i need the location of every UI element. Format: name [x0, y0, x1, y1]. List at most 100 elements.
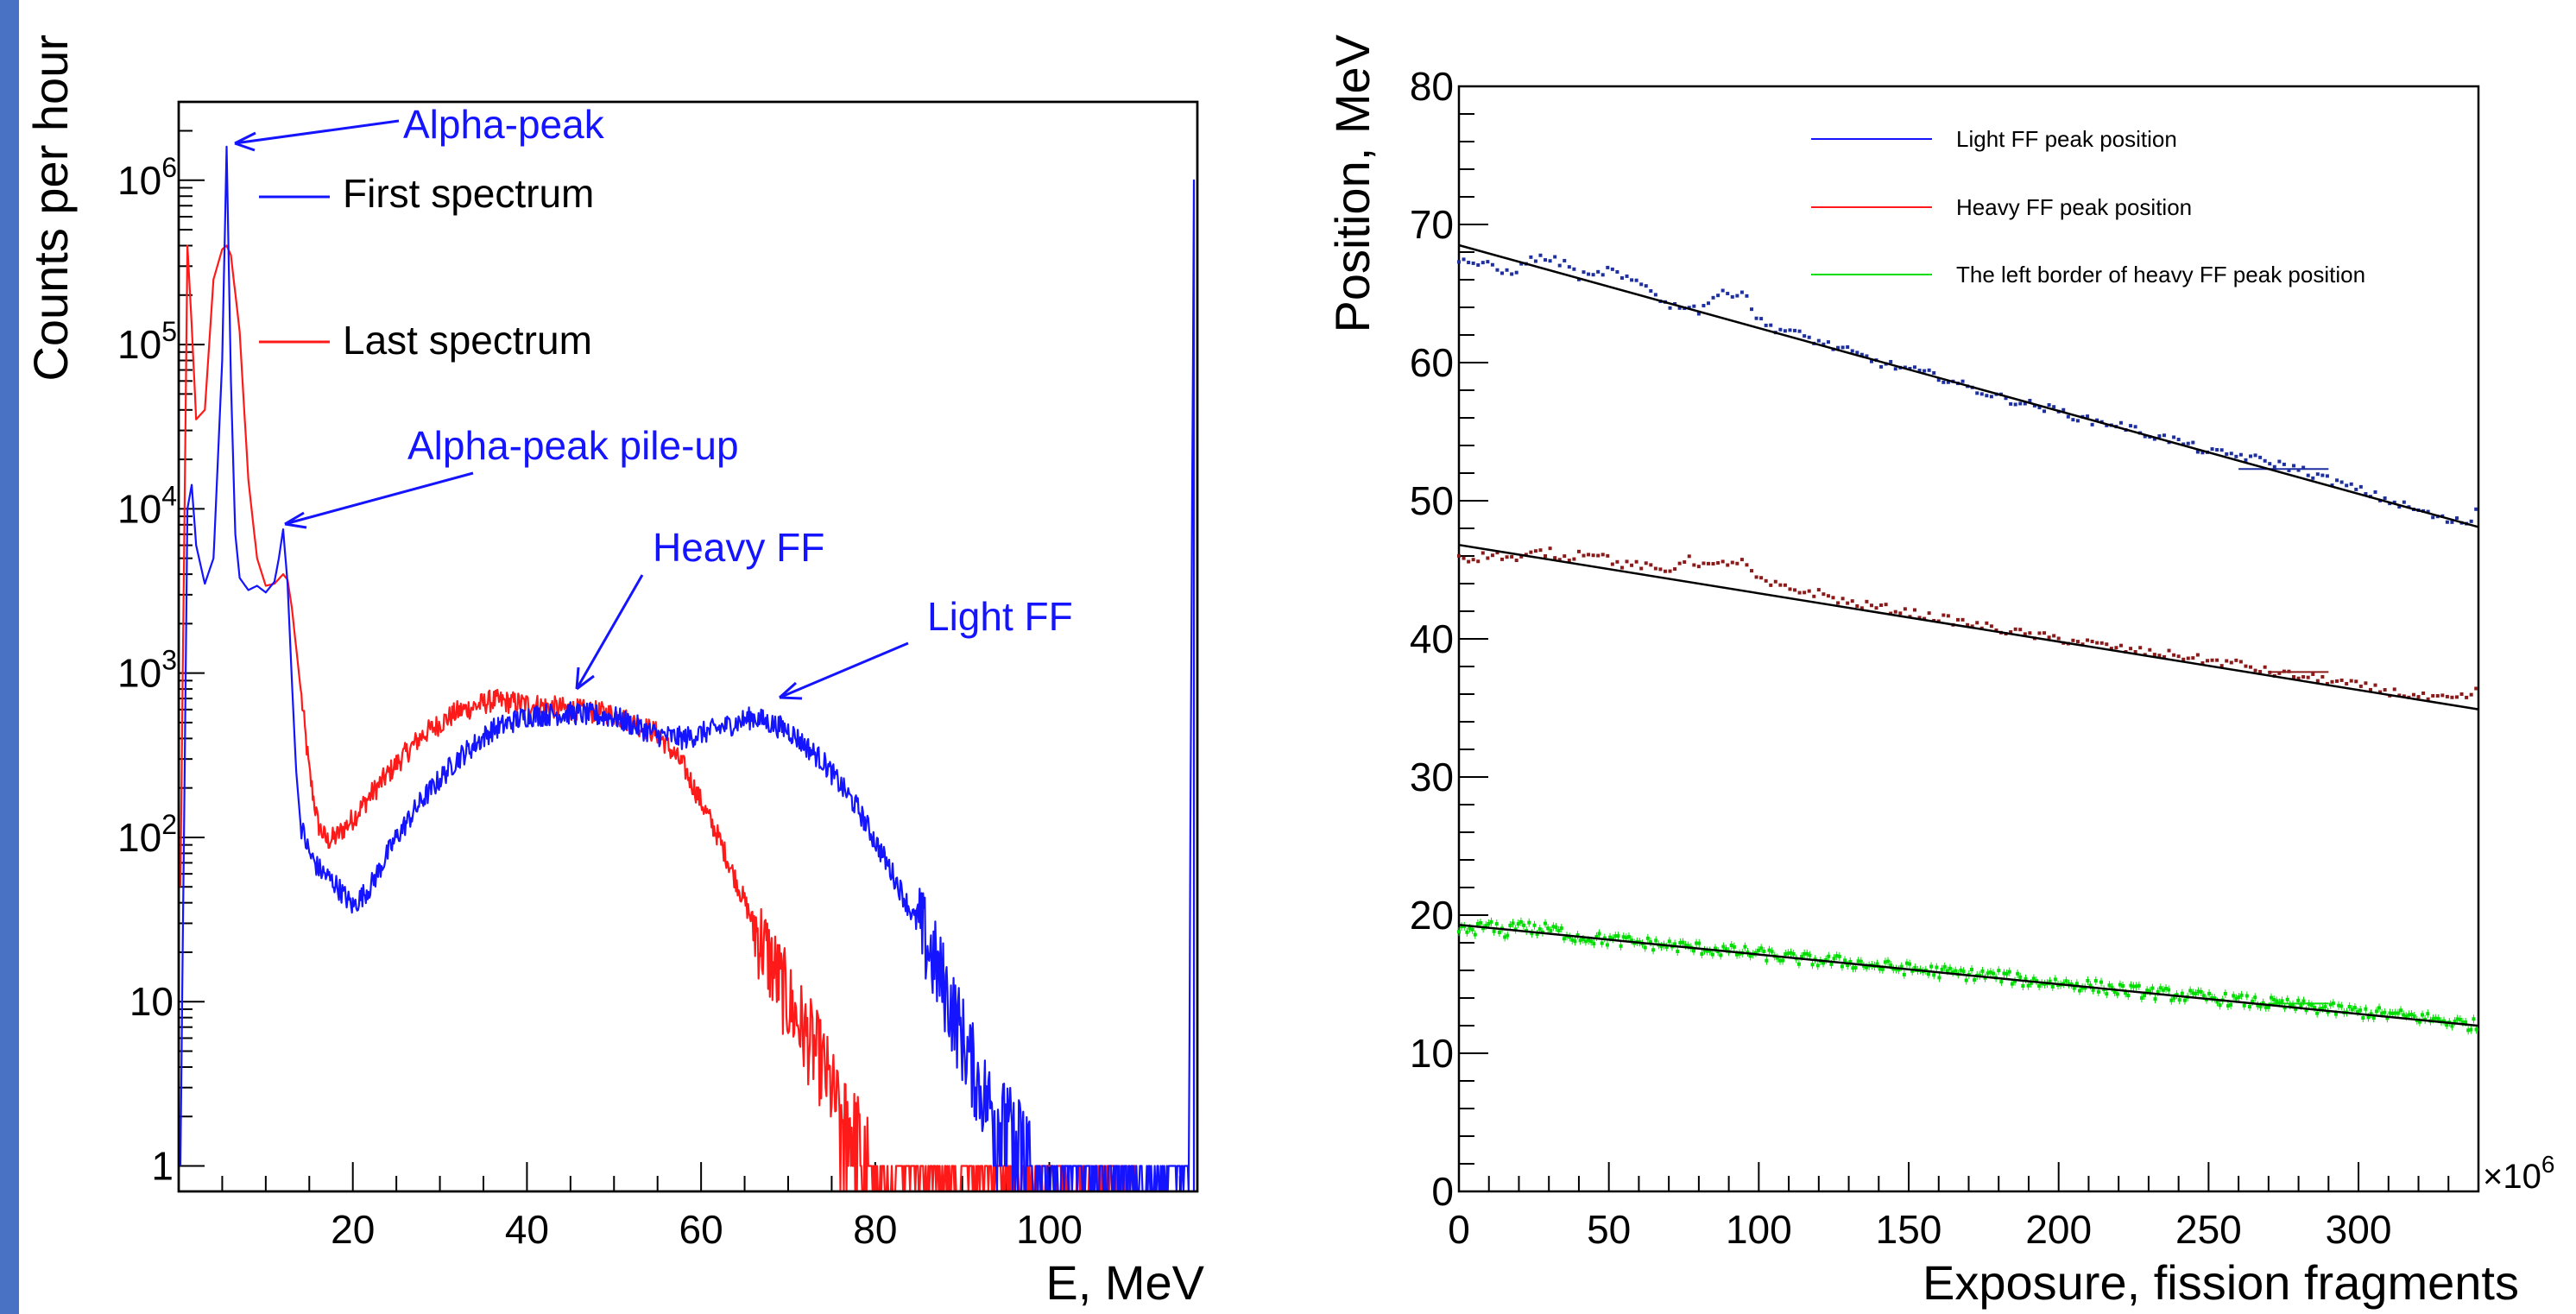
data-point-light-ff: [2397, 505, 2402, 509]
data-point-light-ff: [2277, 459, 2282, 464]
data-point-light-ff: [2392, 500, 2396, 504]
data-point-heavy-ff: [1481, 551, 1485, 555]
data-point-light-ff: [2311, 476, 2315, 480]
data-point-heavy-ff: [1563, 554, 1567, 559]
data-point-light-ff: [1639, 282, 1644, 287]
data-point-light-ff: [2249, 454, 2253, 458]
right-y-tick-label: 0: [1431, 1169, 1454, 1214]
data-point-light-ff: [1553, 255, 1557, 259]
data-point-light-ff: [2292, 464, 2296, 468]
data-point-light-ff: [1481, 261, 1485, 265]
right-y-axis-label: Position, MeV: [1325, 34, 1380, 332]
data-point-light-ff: [2315, 472, 2320, 477]
annotation-alpha-peak-pileup-arrowhead: [284, 511, 307, 529]
data-point-heavy-ff: [1596, 553, 1601, 558]
data-point-heavy-ff: [2023, 632, 2027, 636]
data-point-light-ff: [2258, 455, 2263, 459]
data-point-heavy-ff: [1606, 553, 1610, 558]
data-point-heavy-ff: [1553, 556, 1557, 560]
data-point-light-ff: [2253, 453, 2257, 458]
data-point-light-ff: [1557, 263, 1562, 268]
data-point-heavy-ff: [1955, 617, 1960, 622]
left-chart: E, MeV Counts per hour First spectrum La…: [23, 35, 1205, 1310]
data-point-heavy-ff: [2238, 660, 2243, 664]
data-point-heavy-ff: [1677, 561, 1682, 565]
data-point-heavy-ff: [1816, 588, 1821, 592]
data-point-heavy-ff: [1711, 561, 1715, 565]
data-point-light-ff: [1471, 261, 1475, 265]
data-point-light-ff: [1946, 380, 1950, 384]
left-y-tick-base: 10: [117, 158, 161, 203]
data-point-light-ff: [1927, 368, 1931, 372]
data-point-light-ff: [1960, 379, 1965, 383]
data-point-heavy-ff: [2181, 657, 2186, 661]
data-point-light-ff: [1467, 261, 1471, 265]
right-x-multiplier-base: ×10: [2483, 1158, 2541, 1196]
data-point-heavy-ff: [1567, 559, 1571, 563]
data-point-heavy-ff: [2244, 664, 2248, 668]
data-point-heavy-ff: [2349, 679, 2353, 683]
annotation-alpha-peak-pileup-arrow: [284, 471, 474, 526]
data-point-light-ff: [2028, 398, 2032, 402]
data-point-heavy-ff: [1793, 588, 1797, 592]
data-point-light-ff: [2296, 468, 2301, 472]
data-point-heavy-ff: [2225, 659, 2229, 663]
data-point-light-ff: [1544, 258, 1548, 262]
data-point-light-ff: [1836, 345, 1840, 350]
data-point-heavy-ff: [1692, 563, 1696, 567]
data-point-heavy-ff: [2354, 679, 2358, 684]
data-point-heavy-ff: [1735, 561, 1739, 565]
data-point-heavy-ff: [1476, 559, 1481, 564]
data-point-light-ff: [1548, 259, 1552, 263]
data-point-heavy-ff: [1630, 563, 1634, 567]
legend-first-spectrum-label: First spectrum: [343, 171, 594, 216]
data-point-light-ff: [2330, 483, 2334, 488]
data-point-light-ff: [1975, 391, 1979, 395]
data-point-light-ff: [2358, 484, 2363, 489]
data-point-heavy-ff: [1696, 565, 1701, 569]
right-x-tick-label: 250: [2175, 1207, 2242, 1252]
data-point-heavy-ff: [1572, 557, 1576, 561]
data-point-heavy-ff: [2373, 683, 2377, 687]
data-point-heavy-ff: [1893, 610, 1897, 614]
data-point-light-ff: [1457, 260, 1461, 264]
data-point-heavy-ff: [2205, 659, 2209, 663]
series-last-spectrum: [179, 244, 1138, 1193]
data-point-light-ff: [2287, 468, 2291, 472]
data-point-light-ff: [2032, 403, 2036, 407]
data-point-heavy-ff: [2129, 647, 2133, 651]
data-point-light-ff: [2244, 458, 2248, 462]
left-x-tick-label: 40: [505, 1207, 549, 1252]
data-point-heavy-ff: [2056, 636, 2061, 641]
data-point-heavy-ff: [1826, 594, 1830, 598]
data-point-heavy-ff: [2330, 679, 2334, 684]
left-y-tick-label: 106: [117, 152, 177, 203]
data-point-light-ff: [1936, 378, 1941, 382]
data-point-light-ff: [2013, 402, 2017, 407]
data-point-heavy-ff: [1739, 558, 1744, 562]
data-point-heavy-ff: [2459, 692, 2464, 696]
data-point-light-ff: [1923, 369, 1927, 373]
data-point-light-ff: [1822, 342, 1826, 346]
data-point-light-ff: [2306, 473, 2310, 477]
right-y-tick-label: 20: [1410, 893, 1454, 938]
data-point-light-ff: [2023, 401, 2027, 406]
left-x-axis-label: E, MeV: [1045, 1255, 1204, 1310]
left-y-tick-label: 102: [117, 809, 177, 860]
data-point-heavy-ff: [1966, 622, 1970, 627]
data-point-heavy-ff: [1807, 589, 1811, 593]
data-point-heavy-ff: [1865, 599, 1869, 603]
data-point-light-ff: [1803, 334, 1807, 338]
left-y-tick-exponent: 2: [161, 809, 177, 840]
left-y-tick-label: 105: [117, 316, 177, 367]
data-point-heavy-ff: [1538, 548, 1543, 553]
data-point-light-ff: [1759, 317, 1764, 321]
data-point-heavy-ff: [1706, 561, 1710, 565]
data-point-light-ff: [1720, 288, 1725, 293]
data-point-heavy-ff: [1970, 624, 1974, 629]
annotation-light-ff-arrow: [779, 641, 909, 699]
right-x-tick-label: 150: [1876, 1207, 1942, 1252]
data-point-light-ff: [1576, 277, 1581, 281]
series-first-spectrum: [179, 145, 1196, 1193]
data-point-heavy-ff: [2258, 670, 2263, 674]
